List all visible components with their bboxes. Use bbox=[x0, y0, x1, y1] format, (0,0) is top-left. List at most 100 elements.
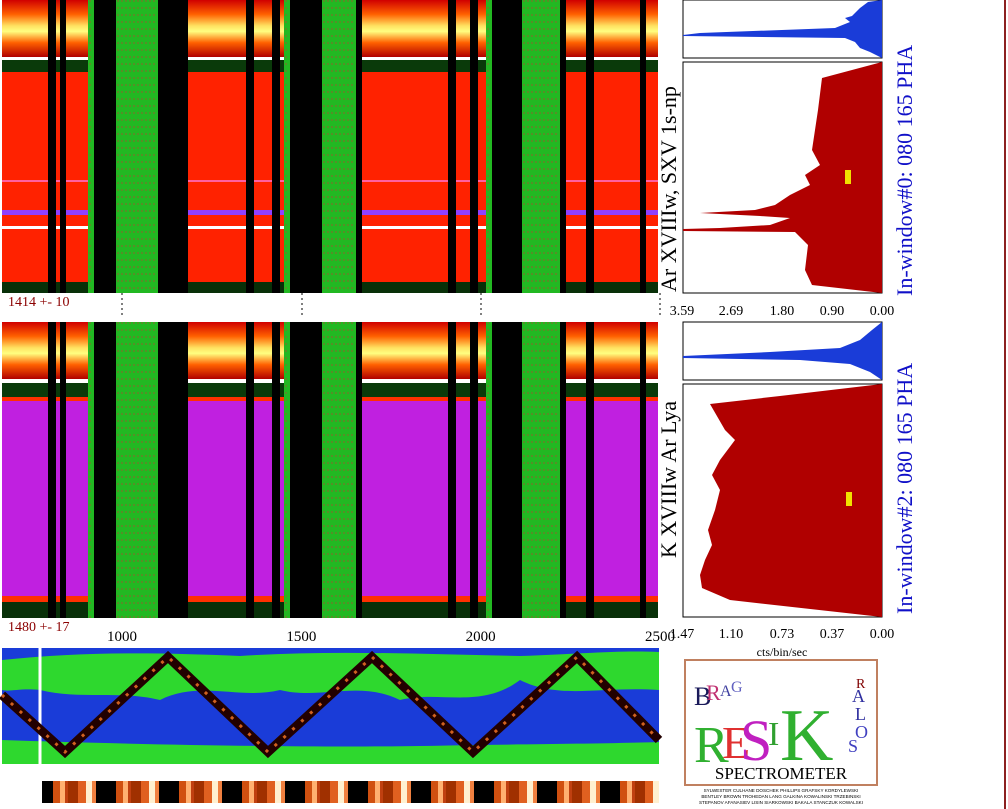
logo-letter-l: L bbox=[855, 704, 866, 724]
logo-title: SPECTROMETER bbox=[715, 764, 848, 783]
column-band bbox=[492, 322, 522, 618]
column-band bbox=[448, 0, 456, 293]
logo-credits-1: SYLWESTER CULHANE DOSCHEK PHILLIPS GRAFS… bbox=[704, 788, 859, 793]
logo-letter-r3: R bbox=[856, 677, 866, 692]
strip-segment bbox=[474, 781, 485, 803]
column-band bbox=[522, 0, 560, 293]
strip-segment bbox=[635, 781, 645, 803]
strip-segment bbox=[116, 781, 123, 803]
strip-segment bbox=[464, 781, 470, 803]
bottom-color-strip bbox=[2, 781, 659, 803]
bottom-profile bbox=[682, 321, 883, 618]
profile-tick-label: 1.10 bbox=[719, 627, 744, 642]
strip-segment bbox=[128, 781, 131, 803]
column-band bbox=[486, 0, 492, 293]
column-band bbox=[586, 322, 594, 618]
time-tick-label: 1500 bbox=[286, 629, 316, 645]
logo: B R A G R E S I K S O L A R SPECTROMETER bbox=[684, 659, 878, 786]
column-band bbox=[88, 0, 94, 293]
top-profile bbox=[682, 0, 883, 294]
strip-segment bbox=[411, 781, 422, 803]
column-band bbox=[94, 0, 116, 293]
strip-segment bbox=[456, 781, 464, 803]
column-band bbox=[290, 322, 322, 618]
logo-letter-i: I bbox=[768, 716, 779, 753]
strip-segment bbox=[470, 781, 474, 803]
profile-tick-label: 1.47 bbox=[670, 627, 695, 642]
strip-segment bbox=[422, 781, 431, 803]
strip-segment bbox=[141, 781, 149, 803]
strip-segment bbox=[557, 781, 564, 803]
strip-segment bbox=[446, 781, 456, 803]
bottom-profile-ticks: 1.47 1.10 0.73 0.37 0.00 bbox=[670, 627, 895, 642]
strip-segment bbox=[242, 781, 249, 803]
strip-segment bbox=[348, 781, 359, 803]
strip-segment bbox=[254, 781, 257, 803]
profile-xlabel: cts/bin/sec bbox=[757, 645, 808, 659]
strip-segment bbox=[44, 781, 53, 803]
strip-segment bbox=[506, 781, 509, 803]
time-tick-label: 1000 bbox=[107, 629, 137, 645]
logo-letter-r2: R bbox=[694, 717, 729, 774]
strip-segment bbox=[60, 781, 65, 803]
column-band bbox=[116, 0, 152, 293]
column-band bbox=[322, 322, 356, 618]
strip-segment bbox=[233, 781, 242, 803]
strip-segment bbox=[653, 781, 659, 803]
column-band bbox=[560, 0, 566, 293]
strip-segment bbox=[107, 781, 116, 803]
column-band bbox=[640, 322, 646, 618]
logo-letter-s2: S bbox=[848, 736, 858, 756]
strip-segment bbox=[431, 781, 438, 803]
strip-segment bbox=[564, 781, 569, 803]
column-band bbox=[290, 0, 322, 293]
logo-letter-b: B bbox=[694, 682, 711, 711]
strip-segment bbox=[501, 781, 506, 803]
profile-tick-label: 0.73 bbox=[770, 627, 795, 642]
strip-segment bbox=[179, 781, 186, 803]
column-band bbox=[246, 0, 254, 293]
marker-text-bottom: 1480 +- 17 bbox=[8, 620, 70, 635]
strip-segment bbox=[519, 781, 527, 803]
column-band bbox=[322, 0, 356, 293]
profile-tick-label: 2.69 bbox=[719, 304, 744, 319]
strip-segment bbox=[645, 781, 653, 803]
strip-segment bbox=[527, 781, 533, 803]
strip-segment bbox=[186, 781, 191, 803]
marker-text-top: 1414 +- 10 bbox=[8, 295, 70, 310]
column-band bbox=[158, 0, 180, 293]
strip-segment bbox=[582, 781, 590, 803]
column-band bbox=[246, 322, 254, 618]
strip-segment bbox=[170, 781, 179, 803]
strip-segment bbox=[275, 781, 281, 803]
strip-segment bbox=[123, 781, 128, 803]
column-band bbox=[492, 0, 522, 293]
logo-letter-s1: S bbox=[740, 708, 772, 773]
strip-segment bbox=[596, 781, 600, 803]
logo-letter-g: G bbox=[731, 679, 743, 696]
column-band bbox=[560, 322, 566, 618]
strip-segment bbox=[86, 781, 92, 803]
logo-credits-3: STEPANOV AFANASIEV LISIN SIARKOWSKI BAKA… bbox=[699, 800, 863, 805]
column-band bbox=[48, 322, 56, 618]
strip-segment bbox=[317, 781, 320, 803]
strip-segment bbox=[407, 781, 411, 803]
strip-segment bbox=[537, 781, 548, 803]
strip-segment bbox=[285, 781, 296, 803]
light-curve-panel bbox=[0, 648, 663, 764]
strip-segment bbox=[620, 781, 627, 803]
profile-tick-label: 0.90 bbox=[820, 304, 845, 319]
strip-segment bbox=[212, 781, 218, 803]
column-band bbox=[272, 322, 280, 618]
time-tick-label: 2500 bbox=[645, 629, 675, 645]
strip-segment bbox=[330, 781, 338, 803]
time-axis: 1000 1500 2000 2500 bbox=[107, 629, 675, 645]
strip-segment bbox=[611, 781, 620, 803]
column-band bbox=[284, 322, 290, 618]
profile-tick-label: 0.37 bbox=[820, 627, 845, 642]
window-label-top: In-window#0: 080 165 PHA bbox=[892, 45, 917, 296]
column-band bbox=[448, 322, 456, 618]
strip-segment bbox=[485, 781, 494, 803]
strip-segment bbox=[65, 781, 68, 803]
